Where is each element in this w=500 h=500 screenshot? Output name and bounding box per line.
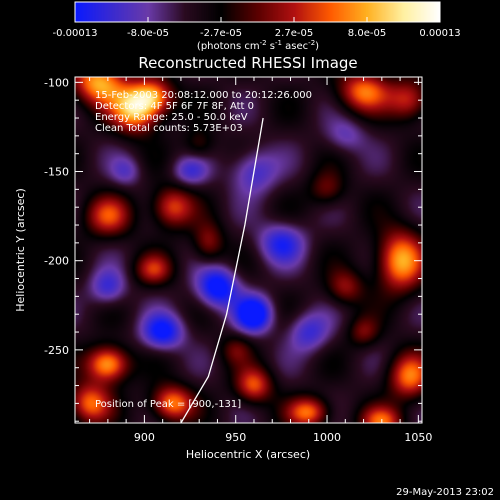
x-tick-label: 950 [225,431,246,444]
y-tick-label: -100 [44,76,69,89]
colorbar-tick-label: -0.00013 [53,28,98,39]
colorbar-tick-label: 0.00013 [419,28,460,39]
colorbar-tick-label: 8.0e-05 [348,28,386,39]
y-tick-label: -150 [44,166,69,179]
colorbar-tick-label: -8.0e-05 [127,28,169,39]
y-tick-labels: -100 -150 -200 -250 [44,76,69,357]
peak-position-label: Position of Peak = [900,-131] [95,399,241,410]
colorbar-units: (photons cm-2 s-1 asec-2) [197,39,319,52]
chart-title: Reconstructed RHESSI Image [138,54,357,72]
x-tick-label: 1050 [404,431,432,444]
colorbar-tick-label: -2.7e-05 [200,28,242,39]
x-axis-label: Heliocentric X (arcsec) [186,448,310,461]
footer-timestamp: 29-May-2013 23:02 [396,487,494,498]
annotation-detectors: Detectors: 4F 5F 6F 7F 8F, Att 0 [95,101,254,112]
y-tick-label: -200 [44,255,69,268]
annotation-energy: Energy Range: 25.0 - 50.0 keV [95,112,248,123]
y-tick-label: -250 [44,344,69,357]
y-axis-label: Heliocentric Y (arcsec) [14,188,27,312]
colorbar [75,2,440,22]
annotation-counts: Clean Total counts: 5.73E+03 [95,123,243,134]
annotation-time: 15-Feb-2003 20:08:12.000 to 20:12:26.000 [95,90,312,101]
colorbar-tick-label: 2.7e-05 [275,28,313,39]
x-tick-label: 1000 [313,431,341,444]
x-tick-labels: 900 950 1000 1050 [134,431,432,444]
colorbar-tick-labels: -0.00013 -8.0e-05 -2.7e-05 2.7e-05 8.0e-05 0.… [53,28,461,39]
x-tick-label: 900 [134,431,155,444]
